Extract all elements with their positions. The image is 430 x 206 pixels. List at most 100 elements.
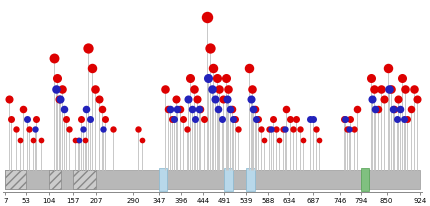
Point [410, 88, 417, 91]
Point [205, 77, 212, 81]
Point [397, 108, 404, 111]
Point [279, 128, 286, 131]
Point [52, 88, 59, 91]
Point [176, 108, 183, 111]
Point [381, 98, 388, 101]
Point [384, 67, 391, 70]
Point [75, 138, 82, 142]
Point [5, 98, 12, 101]
Point [372, 108, 379, 111]
Point [293, 118, 300, 121]
Point [306, 118, 313, 121]
Point [414, 98, 421, 101]
Point [232, 118, 239, 121]
Point [341, 118, 348, 121]
Point [344, 128, 350, 131]
Point [98, 108, 105, 111]
Point [316, 138, 322, 142]
Point [207, 47, 214, 50]
Point [391, 108, 398, 111]
Point [266, 128, 273, 131]
Point [255, 118, 261, 121]
Point [89, 67, 95, 70]
Point [276, 138, 283, 142]
Point [60, 108, 67, 111]
Point [192, 118, 199, 121]
Bar [6, 171, 26, 189]
Point [162, 88, 169, 91]
Point [99, 128, 106, 131]
Point [81, 138, 88, 142]
Point [190, 88, 197, 91]
Point [180, 118, 187, 121]
Bar [361, 168, 369, 191]
Point [196, 108, 203, 111]
Point [225, 88, 232, 91]
Point [267, 128, 274, 131]
Point [273, 128, 280, 131]
Point [212, 98, 218, 101]
Point [340, 118, 347, 121]
Point [58, 88, 65, 91]
Bar [246, 168, 255, 191]
Point [218, 118, 225, 121]
Point [31, 128, 38, 131]
Point [404, 118, 411, 121]
Point [312, 128, 319, 131]
Point [393, 118, 400, 121]
Point [345, 128, 352, 131]
Point [260, 138, 267, 142]
Point [229, 108, 236, 111]
Point [230, 118, 237, 121]
Point [101, 118, 108, 121]
Point [310, 118, 317, 121]
Point [194, 98, 200, 101]
Point [33, 118, 40, 121]
Point [203, 16, 210, 20]
Point [347, 118, 354, 121]
Point [110, 128, 117, 131]
Point [19, 108, 26, 111]
Point [395, 98, 402, 101]
Point [350, 128, 357, 131]
Point [37, 138, 44, 142]
Point [258, 128, 264, 131]
Point [208, 88, 215, 91]
Point [24, 118, 31, 121]
Point [8, 118, 15, 121]
Bar [49, 171, 61, 189]
Point [400, 118, 407, 121]
Point [92, 88, 98, 91]
Point [169, 118, 175, 121]
Point [222, 77, 229, 81]
Point [213, 77, 220, 81]
Point [252, 118, 259, 121]
Point [166, 108, 173, 111]
Point [248, 98, 255, 101]
Point [250, 108, 257, 111]
Point [216, 88, 223, 91]
Point [184, 98, 191, 101]
Point [53, 77, 60, 81]
Point [226, 108, 233, 111]
Point [378, 88, 385, 91]
Point [407, 108, 414, 111]
Point [66, 128, 73, 131]
Point [388, 88, 395, 91]
Point [95, 98, 102, 101]
Point [189, 108, 196, 111]
Point [174, 108, 181, 111]
Point [172, 98, 179, 101]
Bar [159, 168, 167, 191]
Point [282, 128, 289, 131]
Point [51, 57, 58, 60]
Point [16, 138, 23, 142]
Point [165, 108, 172, 111]
Point [135, 128, 141, 131]
Point [57, 98, 64, 101]
Bar [224, 168, 233, 191]
Point [249, 88, 255, 91]
Point [251, 108, 258, 111]
Point [85, 47, 92, 50]
Point [219, 98, 226, 101]
